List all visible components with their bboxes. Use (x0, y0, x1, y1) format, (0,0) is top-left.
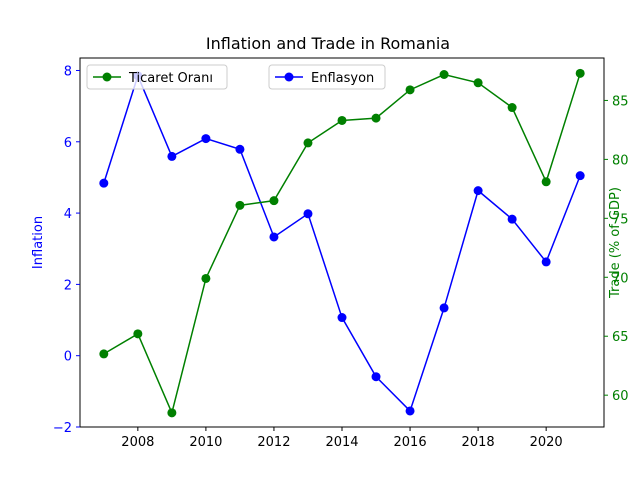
inflation-data-point (439, 303, 449, 313)
left-tick-label: 8 (64, 64, 72, 79)
inflation-data-point (303, 209, 313, 219)
left-tick-label: −2 (53, 421, 72, 436)
trade-data-point (575, 68, 585, 78)
right-tick-label: 75 (612, 212, 629, 227)
x-tick-label: 2014 (325, 435, 358, 450)
x-tick-label: 2008 (121, 435, 154, 450)
inflation-data-point (167, 151, 177, 161)
trade-legend-marker (102, 72, 112, 82)
chart-title: Inflation and Trade in Romania (206, 34, 450, 53)
trade-data-point (167, 408, 177, 418)
inflation-data-point (541, 257, 551, 267)
left-tick-label: 2 (64, 278, 72, 293)
inflation-data-point (201, 134, 211, 144)
left-tick-label: 6 (64, 136, 72, 151)
right-y-axis: 60 65 70 75 80 85 (604, 94, 629, 404)
inflation-legend-marker (284, 72, 294, 82)
x-tick-label: 2018 (462, 435, 495, 450)
right-axis-label: Trade (% of GDP) (608, 187, 623, 299)
trade-data-point (133, 329, 143, 339)
inflation-data-point (473, 186, 483, 196)
trade-data-point (473, 78, 483, 88)
right-tick-label: 80 (612, 153, 629, 168)
trade-data-point (303, 138, 313, 148)
trade-data-point (201, 273, 211, 283)
inflation-legend-box (268, 64, 386, 90)
left-axis-label: Inflation (31, 216, 46, 269)
x-axis: 2008 2010 2012 2014 2016 2018 2020 (121, 427, 563, 450)
left-y-axis: −2 0 2 4 6 8 (53, 64, 80, 436)
x-tick-label: 2010 (189, 435, 222, 450)
trade-data-point (371, 113, 381, 123)
trade-data-point (439, 70, 449, 80)
trade-data-point (507, 103, 517, 113)
inflation-data-point (337, 313, 347, 323)
right-tick-label: 70 (612, 271, 629, 286)
left-tick-label: 0 (64, 350, 72, 365)
x-tick-label: 2012 (257, 435, 290, 450)
right-tick-label: 65 (612, 330, 629, 345)
inflation-data-point (575, 171, 585, 181)
trade-data-point (541, 177, 551, 187)
legend-area: Ticaret Oranı Enflasyon (86, 64, 386, 90)
trade-legend-label: Ticaret Oranı (128, 71, 213, 86)
trade-data-point (405, 85, 415, 95)
x-tick-label: 2020 (530, 435, 563, 450)
inflation-data-point (405, 406, 415, 416)
inflation-data-point (235, 144, 245, 154)
trade-legend-box (86, 64, 228, 90)
trade-data-point (337, 115, 347, 125)
left-tick-label: 4 (64, 207, 72, 222)
inflation-legend-label: Enflasyon (311, 71, 374, 86)
inflation-data-point (99, 178, 109, 188)
plot-area (99, 68, 585, 418)
inflation-data-point (269, 232, 279, 242)
right-tick-label: 85 (612, 94, 629, 109)
inflation-data-point (371, 372, 381, 382)
trade-data-point (269, 196, 279, 206)
x-tick-label: 2016 (394, 435, 427, 450)
inflation-data-point (507, 214, 517, 224)
trade-data-point (235, 200, 245, 210)
trade-data-point (99, 349, 109, 359)
right-tick-label: 60 (612, 389, 629, 404)
